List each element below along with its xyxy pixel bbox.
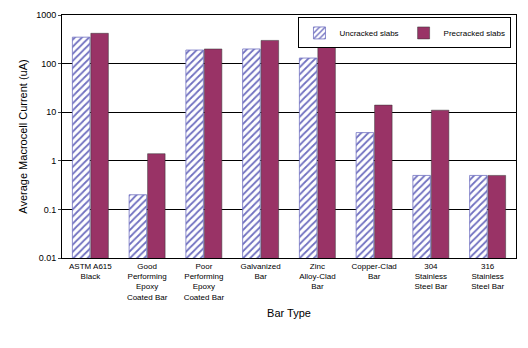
svg-text:PoorPerformingEpoxyCoated Bar: PoorPerformingEpoxyCoated Bar <box>184 262 225 302</box>
svg-text:ASTM A615Black: ASTM A615Black <box>69 262 112 281</box>
svg-text:304StainlessSteel Bar: 304StainlessSteel Bar <box>414 262 447 292</box>
svg-text:GalvanizedBar: GalvanizedBar <box>241 262 281 281</box>
svg-text:Copper-CladBar: Copper-CladBar <box>351 262 396 281</box>
svg-text:316StainlessSteel Bar: 316StainlessSteel Bar <box>471 262 504 292</box>
svg-text:0.1: 0.1 <box>44 205 57 215</box>
svg-text:GoodPerformingEpoxyCoated Bar: GoodPerformingEpoxyCoated Bar <box>127 262 168 302</box>
svg-text:0.01: 0.01 <box>39 253 57 263</box>
svg-text:Uncracked slabs: Uncracked slabs <box>339 29 398 38</box>
svg-text:ZincAlloy-CladBar: ZincAlloy-CladBar <box>299 262 335 292</box>
svg-text:100: 100 <box>41 59 56 69</box>
svg-text:Precracked slabs: Precracked slabs <box>444 29 505 38</box>
svg-text:10: 10 <box>46 107 56 117</box>
svg-text:1: 1 <box>51 156 56 166</box>
svg-text:Average Macrocell Current (uA): Average Macrocell Current (uA) <box>17 59 29 213</box>
svg-text:Bar Type: Bar Type <box>267 307 311 319</box>
svg-text:1000: 1000 <box>36 10 56 20</box>
